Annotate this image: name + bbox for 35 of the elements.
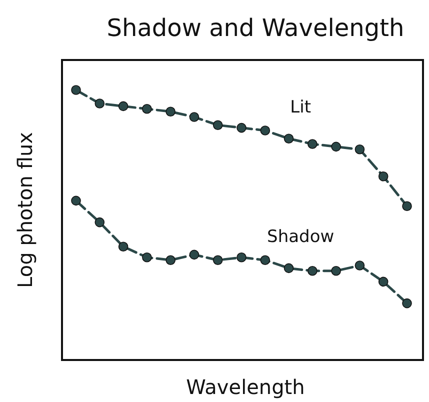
point (378, 172, 388, 182)
point (94, 217, 105, 228)
point (236, 122, 246, 133)
point (189, 112, 200, 122)
point (331, 142, 341, 152)
point (378, 276, 388, 287)
point (260, 255, 270, 265)
point (212, 255, 223, 265)
point (308, 139, 318, 149)
point (142, 104, 152, 114)
y-axis-title: Log photon flux (13, 132, 37, 288)
point (308, 266, 318, 276)
point (118, 242, 128, 252)
point (236, 252, 246, 262)
point (166, 255, 176, 265)
point (94, 98, 105, 108)
point (142, 252, 152, 262)
point (331, 266, 341, 276)
point (118, 101, 128, 112)
point (71, 196, 81, 206)
point (284, 134, 294, 144)
point (71, 85, 81, 95)
point (354, 144, 365, 154)
series-label: Lit (290, 98, 312, 118)
point (260, 126, 270, 136)
point (284, 263, 294, 274)
point (402, 201, 412, 211)
point (402, 298, 412, 308)
point (166, 106, 176, 116)
chart-title: Shadow and Wavelength (106, 14, 404, 42)
point (189, 250, 200, 260)
point (212, 120, 223, 130)
series-label: Shadow (267, 227, 334, 248)
point (354, 260, 365, 270)
x-axis-title: Wavelength (186, 375, 305, 399)
